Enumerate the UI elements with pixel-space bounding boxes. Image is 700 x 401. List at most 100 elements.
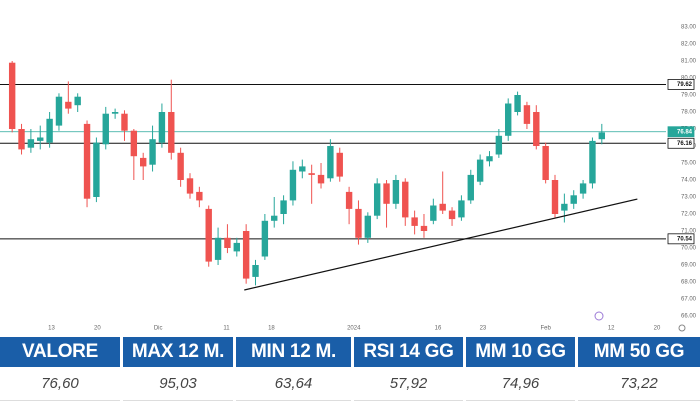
candle-body — [345, 191, 353, 209]
table-header: MM 10 GG — [466, 337, 575, 367]
candle-body — [448, 210, 456, 220]
x-tick-label: Dic — [154, 326, 163, 332]
candle-body — [27, 139, 35, 148]
candle-body — [317, 174, 325, 184]
candle-body — [130, 130, 138, 157]
candle-body — [65, 101, 72, 109]
y-tick-label: 70.00 — [681, 246, 697, 252]
x-tick-label: 18 — [268, 326, 275, 332]
y-tick-label: 67.00 — [681, 297, 697, 303]
candle-body — [514, 95, 521, 112]
candle-body — [523, 105, 531, 124]
x-tick-label: 20 — [654, 326, 661, 332]
candle-body — [271, 215, 278, 221]
candle-body — [102, 113, 109, 145]
x-tick-label: 13 — [48, 326, 55, 332]
y-tick-label: 68.00 — [681, 280, 697, 286]
level-label-box — [667, 79, 695, 90]
settings-icon[interactable] — [678, 324, 686, 332]
y-tick-label: 66.00 — [681, 314, 697, 320]
candle-body — [74, 96, 81, 106]
candle-body — [196, 191, 203, 201]
candle-body — [168, 112, 175, 153]
y-tick-label: 74.00 — [681, 178, 697, 184]
candle-body — [261, 220, 269, 257]
table-header: MIN 12 M. — [236, 337, 351, 367]
table-header: VALORE — [0, 337, 120, 367]
level-label-box — [667, 137, 695, 149]
candle-body — [55, 96, 63, 126]
candle-body — [205, 208, 212, 262]
table-value: 73,22 — [578, 367, 700, 401]
table-value: 57,92 — [354, 367, 463, 401]
candle-body — [121, 113, 128, 131]
candle-body — [533, 112, 540, 146]
candle-body — [83, 123, 91, 199]
level-label: 76.16 — [677, 141, 693, 147]
level-label: 70.54 — [677, 236, 693, 242]
candle-body — [467, 174, 474, 201]
level-label: 76.84 — [677, 129, 693, 135]
candle-body — [139, 157, 147, 167]
x-tick-label: 20 — [94, 326, 101, 332]
candle-body — [579, 183, 587, 194]
candle-body — [589, 140, 596, 184]
level-label-box — [667, 233, 695, 245]
candle-body — [420, 225, 428, 231]
candle-body — [598, 132, 606, 140]
candle-body — [402, 181, 409, 218]
table-value: 95,03 — [123, 367, 233, 401]
candle-body — [46, 118, 53, 143]
candle-body — [224, 237, 231, 248]
candle-body — [214, 237, 222, 260]
candle-body — [542, 146, 549, 180]
candle-body — [299, 166, 306, 172]
y-tick-label: 81.00 — [681, 59, 697, 65]
y-tick-label: 83.00 — [681, 25, 697, 31]
stats-table: VALORE MAX 12 M. MIN 12 M. RSI 14 GG MM 10 G… — [0, 337, 700, 401]
candle-body — [158, 112, 166, 143]
x-tick-label: Feb — [540, 326, 551, 332]
candle-body — [486, 156, 493, 162]
candle-body — [242, 231, 250, 279]
x-tick-label: 11 — [223, 326, 230, 332]
candle-body — [561, 203, 568, 211]
table-value: 76,60 — [0, 367, 120, 401]
x-tick-label: 16 — [435, 326, 442, 332]
candle-body — [495, 135, 503, 155]
candle-body — [392, 180, 400, 204]
candle-body — [149, 139, 156, 165]
table-header: MAX 12 M. — [123, 337, 233, 367]
candle-body — [570, 195, 577, 204]
candle-body — [411, 217, 418, 226]
candle-body — [355, 208, 362, 238]
table-header: MM 50 GG — [578, 337, 700, 367]
candle-body — [336, 152, 343, 177]
table-value: 74,96 — [466, 367, 575, 401]
candle-body — [93, 142, 100, 197]
x-tick-label: 12 — [608, 326, 615, 332]
candle-body — [430, 205, 437, 221]
candle-body — [289, 169, 297, 201]
table-value: 63,64 — [236, 367, 351, 401]
y-tick-label: 75.00 — [681, 161, 697, 167]
candle-body — [233, 242, 240, 252]
table-header: RSI 14 GG — [354, 337, 463, 367]
y-tick-label: 78.00 — [681, 110, 697, 116]
candle-body — [308, 173, 315, 175]
y-tick-label: 80.00 — [681, 76, 697, 82]
candle-body — [458, 200, 465, 218]
candle-body — [476, 159, 484, 182]
candle-body — [280, 200, 287, 214]
trend-line — [244, 198, 638, 291]
y-tick-label: 73.00 — [681, 195, 697, 201]
level-label: 79.62 — [677, 82, 693, 88]
candle-body — [177, 152, 184, 180]
candle-body — [111, 112, 119, 114]
y-tick-label: 72.00 — [681, 212, 697, 218]
candle-body — [186, 178, 194, 194]
event-marker — [594, 311, 604, 321]
candle-body — [37, 137, 44, 141]
candle-body — [18, 129, 25, 150]
